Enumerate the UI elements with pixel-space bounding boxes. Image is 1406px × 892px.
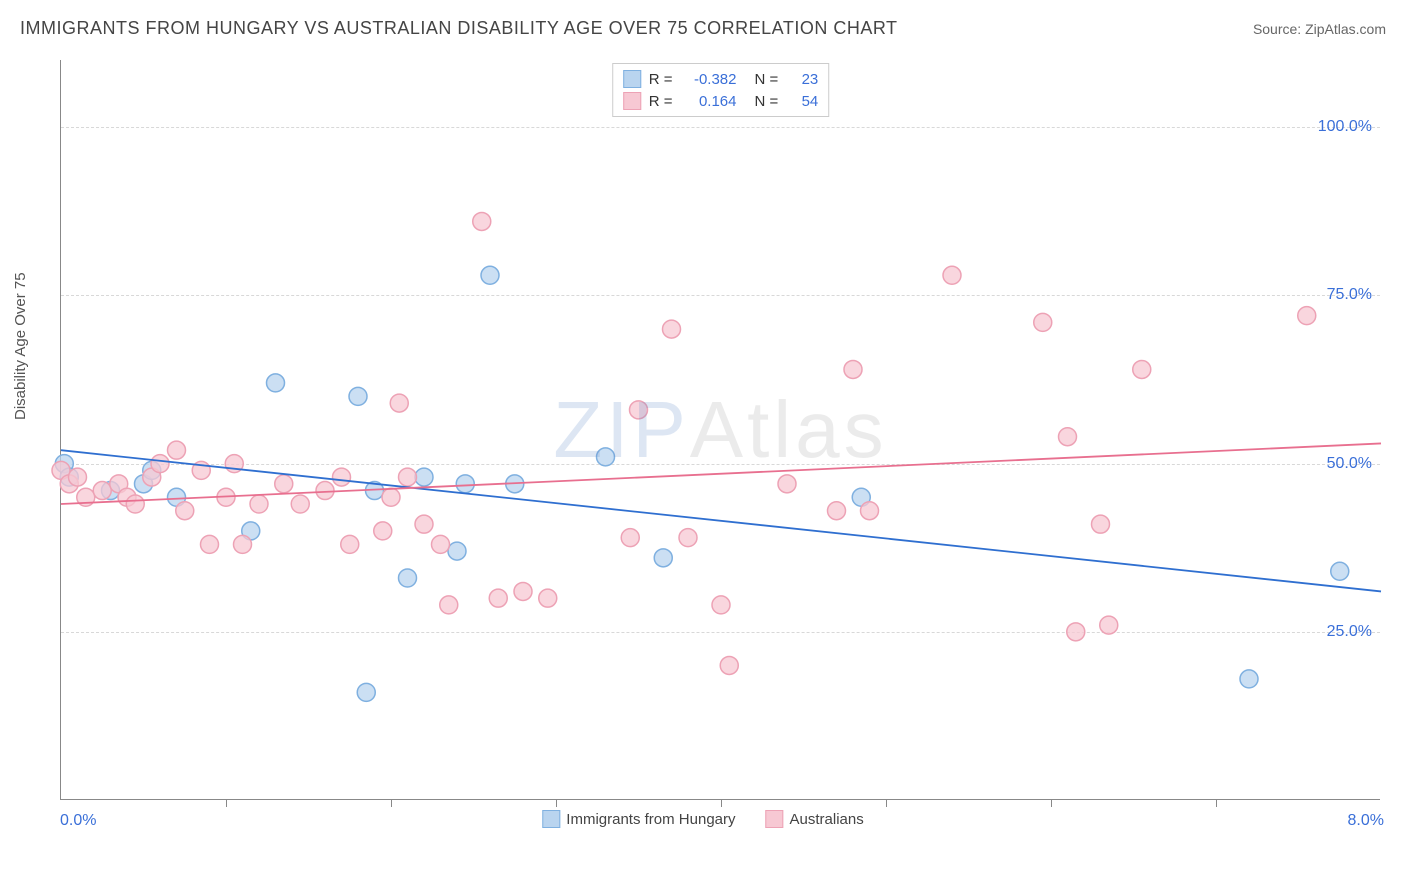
legend-n-label: N = [755,93,779,110]
legend-n-value-hungary: 23 [790,71,818,88]
data-point-australians [390,394,408,412]
data-point-australians [828,502,846,520]
data-point-australians [201,535,219,553]
data-point-australians [778,475,796,493]
legend-r-value-australians: 0.164 [685,93,737,110]
data-point-australians [440,596,458,614]
x-tick [391,799,392,807]
data-point-australians [374,522,392,540]
legend-r-label: R = [649,71,673,88]
data-point-hungary [654,549,672,567]
legend-swatch-hungary [623,70,641,88]
y-axis-label: Disability Age Over 75 [12,272,29,420]
data-point-australians [93,482,111,500]
data-point-australians [234,535,252,553]
data-point-australians [1100,616,1118,634]
data-point-hungary [267,374,285,392]
data-point-australians [1133,360,1151,378]
legend-correlation-box: R = -0.382 N = 23 R = 0.164 N = 54 [612,63,830,117]
data-point-australians [250,495,268,513]
chart-title: IMMIGRANTS FROM HUNGARY VS AUSTRALIAN DI… [20,18,898,39]
data-point-australians [126,495,144,513]
data-point-australians [720,656,738,674]
data-point-australians [415,515,433,533]
data-point-australians [168,441,186,459]
data-point-hungary [357,683,375,701]
x-tick [721,799,722,807]
data-point-hungary [481,266,499,284]
plot-area: 25.0%50.0%75.0%100.0% ZIPAtlas R =-0.382… [60,60,1380,800]
data-point-australians [539,589,557,607]
data-point-hungary [1331,562,1349,580]
legend-r-value-hungary: -0.382 [685,71,737,88]
data-point-australians [275,475,293,493]
data-point-hungary [456,475,474,493]
data-point-australians [861,502,879,520]
x-tick [556,799,557,807]
x-tick [886,799,887,807]
data-point-australians [943,266,961,284]
data-point-hungary [415,468,433,486]
trend-line-australians [61,443,1381,504]
data-point-hungary [1240,670,1258,688]
data-point-australians [69,468,87,486]
x-tick [1051,799,1052,807]
data-point-australians [316,482,334,500]
data-point-australians [176,502,194,520]
data-point-australians [399,468,417,486]
data-point-australians [1298,307,1316,325]
legend-swatch-hungary [542,810,560,828]
legend-n-label: N = [755,71,779,88]
x-axis-min-label: 0.0% [60,812,96,830]
data-point-australians [844,360,862,378]
data-point-australians [151,455,169,473]
data-point-australians [432,535,450,553]
data-point-australians [663,320,681,338]
data-point-australians [712,596,730,614]
data-point-australians [1067,623,1085,641]
data-point-hungary [597,448,615,466]
data-point-australians [489,589,507,607]
x-tick [226,799,227,807]
legend-stat-row-hungary: R = -0.382 N = 23 [623,68,819,90]
legend-label-australians: Australians [790,811,864,828]
data-point-australians [621,529,639,547]
data-point-australians [382,488,400,506]
legend-r-label: R = [649,93,673,110]
legend-swatch-australians [766,810,784,828]
data-point-australians [291,495,309,513]
data-point-hungary [349,387,367,405]
title-bar: IMMIGRANTS FROM HUNGARY VS AUSTRALIAN DI… [20,18,1386,39]
legend-n-value-australians: 54 [790,93,818,110]
legend-swatch-australians [623,92,641,110]
data-point-australians [1092,515,1110,533]
data-point-australians [333,468,351,486]
source-label: Source: ZipAtlas.com [1253,21,1386,37]
data-point-australians [630,401,648,419]
legend-item-hungary: Immigrants from Hungary [542,810,735,828]
data-point-australians [514,582,532,600]
data-point-hungary [399,569,417,587]
legend-series: Immigrants from Hungary Australians [542,810,863,828]
legend-stat-row-australians: R = 0.164 N = 54 [623,90,819,112]
x-tick [1216,799,1217,807]
trend-line-hungary [61,450,1381,591]
scatter-plot-svg [61,60,1380,799]
data-point-australians [341,535,359,553]
data-point-australians [1059,428,1077,446]
data-point-australians [1034,313,1052,331]
x-axis-max-label: 8.0% [1348,812,1384,830]
data-point-australians [679,529,697,547]
data-point-australians [473,212,491,230]
data-point-hungary [448,542,466,560]
legend-item-australians: Australians [766,810,864,828]
legend-label-hungary: Immigrants from Hungary [566,811,735,828]
